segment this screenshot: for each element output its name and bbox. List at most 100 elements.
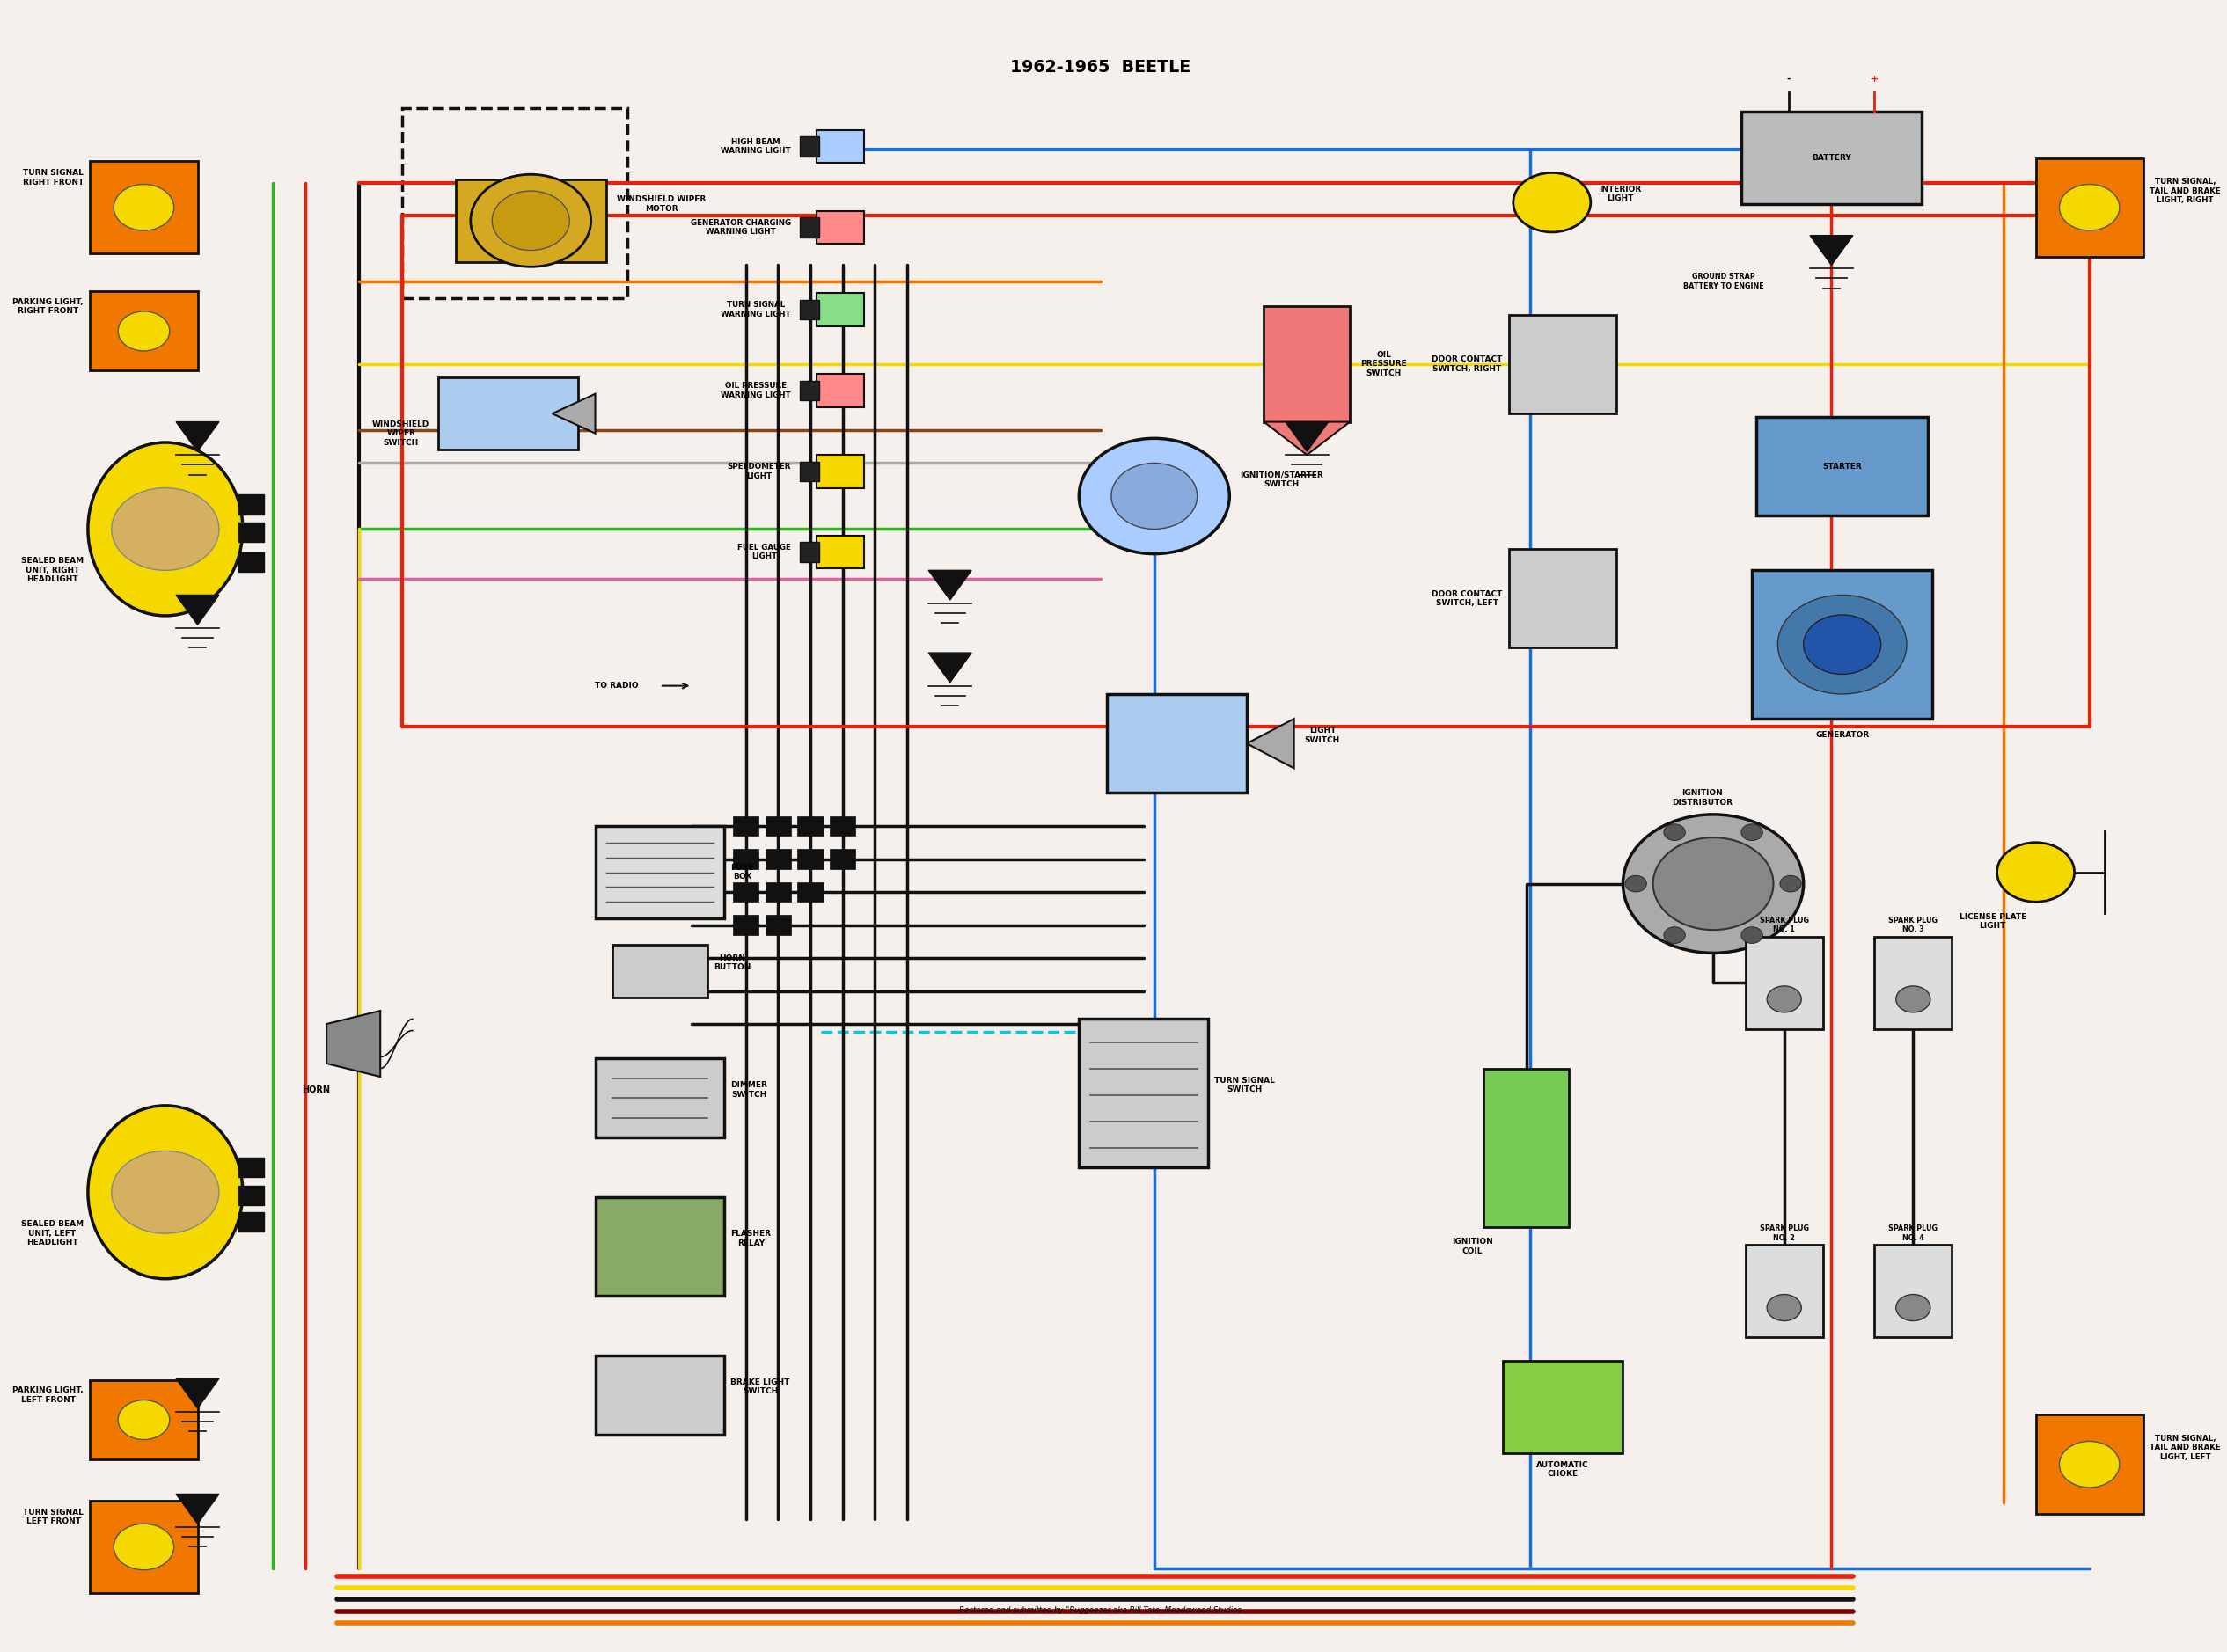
Bar [766, 882, 791, 902]
Text: INTERIOR
LIGHT: INTERIOR LIGHT [1599, 185, 1641, 203]
Bar [799, 218, 820, 238]
Text: SPARK PLUG
NO. 3: SPARK PLUG NO. 3 [1888, 917, 1937, 933]
Polygon shape [1247, 719, 1294, 768]
FancyBboxPatch shape [817, 292, 864, 325]
Text: STARTER: STARTER [1822, 463, 1862, 471]
FancyBboxPatch shape [595, 1356, 724, 1434]
FancyBboxPatch shape [1265, 306, 1350, 421]
FancyBboxPatch shape [1510, 314, 1617, 413]
FancyBboxPatch shape [89, 1381, 198, 1459]
Bar [766, 816, 791, 836]
Text: -: - [1786, 74, 1791, 84]
Text: PARKING LIGHT,
RIGHT FRONT: PARKING LIGHT, RIGHT FRONT [13, 297, 85, 316]
Bar [799, 542, 820, 562]
FancyBboxPatch shape [89, 291, 198, 370]
FancyBboxPatch shape [1875, 1246, 1951, 1338]
Text: TURN SIGNAL
WARNING LIGHT: TURN SIGNAL WARNING LIGHT [722, 301, 791, 319]
Bar [797, 849, 824, 869]
Text: TURN SIGNAL,
TAIL AND BRAKE
LIGHT, LEFT: TURN SIGNAL, TAIL AND BRAKE LIGHT, LEFT [2149, 1436, 2220, 1460]
Text: BRAKE LIGHT
SWITCH: BRAKE LIGHT SWITCH [730, 1378, 791, 1396]
FancyBboxPatch shape [457, 180, 606, 263]
FancyBboxPatch shape [439, 377, 579, 449]
Polygon shape [176, 1379, 218, 1408]
Text: +: + [1871, 74, 1880, 84]
Bar [766, 915, 791, 935]
Text: DIMMER
SWITCH: DIMMER SWITCH [730, 1082, 768, 1099]
Text: HIGH BEAM
WARNING LIGHT: HIGH BEAM WARNING LIGHT [722, 137, 791, 155]
Polygon shape [176, 595, 218, 624]
FancyBboxPatch shape [817, 373, 864, 406]
Text: HORN: HORN [301, 1085, 330, 1094]
FancyBboxPatch shape [817, 535, 864, 568]
FancyBboxPatch shape [1757, 416, 1929, 515]
FancyBboxPatch shape [2035, 159, 2142, 258]
FancyBboxPatch shape [595, 1198, 724, 1297]
Text: DOOR CONTACT
SWITCH, LEFT: DOOR CONTACT SWITCH, LEFT [1432, 590, 1503, 606]
Text: 1962-1965  BEETLE: 1962-1965 BEETLE [1011, 59, 1191, 76]
Circle shape [1777, 595, 1906, 694]
Circle shape [1766, 1295, 1802, 1322]
FancyBboxPatch shape [1746, 937, 1824, 1029]
Text: TURN SIGNAL
LEFT FRONT: TURN SIGNAL LEFT FRONT [22, 1508, 85, 1526]
FancyBboxPatch shape [817, 454, 864, 487]
FancyBboxPatch shape [612, 945, 708, 998]
Circle shape [114, 1523, 174, 1569]
Circle shape [111, 487, 218, 570]
Circle shape [1664, 927, 1686, 943]
Circle shape [1804, 615, 1882, 674]
Text: LICENSE PLATE
LIGHT: LICENSE PLATE LIGHT [1960, 914, 2027, 930]
Bar [733, 882, 759, 902]
Circle shape [1779, 876, 1802, 892]
Text: FUEL GAUGE
LIGHT: FUEL GAUGE LIGHT [737, 544, 791, 560]
FancyBboxPatch shape [1875, 937, 1951, 1029]
Text: BATTERY: BATTERY [1813, 154, 1851, 162]
Text: SPARK PLUG
NO. 2: SPARK PLUG NO. 2 [1759, 1224, 1808, 1242]
Text: IGNITION/STARTER
SWITCH: IGNITION/STARTER SWITCH [1240, 471, 1323, 487]
Ellipse shape [87, 1105, 243, 1279]
Text: WINDSHIELD WIPER
MOTOR: WINDSHIELD WIPER MOTOR [617, 195, 706, 213]
Polygon shape [176, 421, 218, 451]
Bar [831, 816, 855, 836]
FancyBboxPatch shape [89, 162, 198, 254]
FancyBboxPatch shape [89, 1500, 198, 1593]
Bar [238, 1186, 265, 1206]
Bar [733, 816, 759, 836]
Circle shape [492, 192, 570, 251]
Text: TURN SIGNAL,
TAIL AND BRAKE
LIGHT, RIGHT: TURN SIGNAL, TAIL AND BRAKE LIGHT, RIGHT [2149, 178, 2220, 205]
Text: TURN SIGNAL
RIGHT FRONT: TURN SIGNAL RIGHT FRONT [22, 169, 85, 187]
Text: SPEEDOMETER
LIGHT: SPEEDOMETER LIGHT [728, 463, 791, 479]
FancyBboxPatch shape [1483, 1069, 1570, 1227]
Text: HORN
BUTTON: HORN BUTTON [713, 955, 750, 971]
Bar [238, 1158, 265, 1178]
Text: GROUND STRAP
BATTERY TO ENGINE: GROUND STRAP BATTERY TO ENGINE [1684, 273, 1764, 291]
Polygon shape [929, 570, 971, 600]
Text: SEALED BEAM
UNIT, LEFT
HEADLIGHT: SEALED BEAM UNIT, LEFT HEADLIGHT [20, 1221, 85, 1247]
Text: IGNITION
DISTRIBUTOR: IGNITION DISTRIBUTOR [1672, 790, 1733, 806]
Polygon shape [552, 393, 595, 433]
Text: PARKING LIGHT,
LEFT FRONT: PARKING LIGHT, LEFT FRONT [13, 1386, 85, 1404]
Bar [733, 915, 759, 935]
Text: GENERATOR: GENERATOR [1815, 732, 1868, 738]
Text: OIL
PRESSURE
SWITCH: OIL PRESSURE SWITCH [1361, 350, 1407, 377]
Bar [238, 552, 265, 572]
Ellipse shape [87, 443, 243, 616]
Text: TO RADIO: TO RADIO [595, 682, 639, 691]
Text: SPARK PLUG
NO. 4: SPARK PLUG NO. 4 [1888, 1224, 1937, 1242]
Bar [799, 461, 820, 481]
Circle shape [1742, 824, 1762, 841]
Bar [766, 849, 791, 869]
Circle shape [111, 1151, 218, 1234]
Bar [799, 380, 820, 400]
Text: TURN SIGNAL
SWITCH: TURN SIGNAL SWITCH [1214, 1077, 1276, 1094]
Text: LIGHT
SWITCH: LIGHT SWITCH [1305, 727, 1341, 743]
Text: GENERATOR CHARGING
WARNING LIGHT: GENERATOR CHARGING WARNING LIGHT [690, 218, 791, 236]
FancyBboxPatch shape [1746, 1246, 1824, 1338]
Circle shape [1626, 876, 1646, 892]
Bar [797, 816, 824, 836]
Circle shape [1895, 986, 1931, 1013]
Circle shape [1664, 824, 1686, 841]
FancyBboxPatch shape [1510, 548, 1617, 648]
Circle shape [1766, 986, 1802, 1013]
Text: FUSE
BOX: FUSE BOX [730, 864, 753, 881]
Circle shape [1111, 463, 1198, 529]
